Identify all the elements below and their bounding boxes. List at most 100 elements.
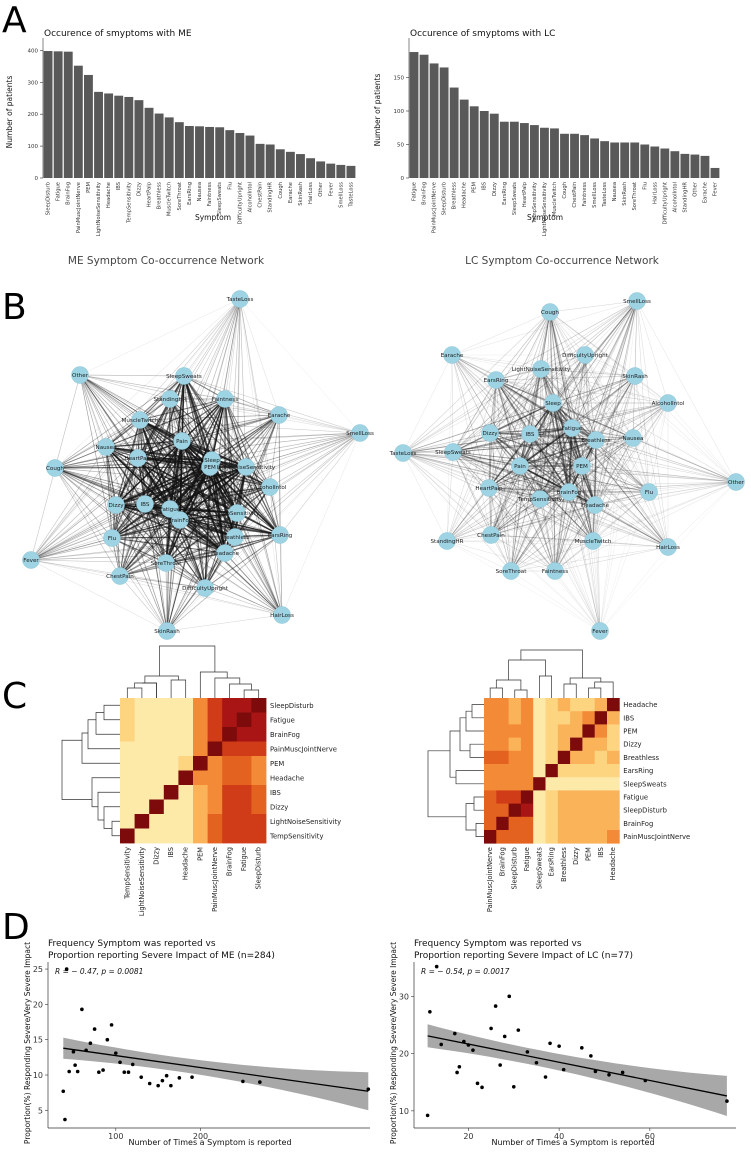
bar <box>650 146 660 178</box>
network-edge <box>278 414 283 616</box>
network-edge <box>204 432 361 589</box>
bar <box>296 154 305 178</box>
heatmap-cell <box>533 803 546 818</box>
network-edge <box>179 519 281 536</box>
x-tick-label: TasteLoss <box>348 182 354 208</box>
network-edge <box>519 465 650 493</box>
row-label: Fatigue <box>623 794 648 802</box>
network-edge <box>488 402 554 489</box>
dendrogram-branch <box>229 683 252 698</box>
data-point <box>580 1046 584 1050</box>
network-edge <box>634 375 737 483</box>
network-edge <box>539 427 573 500</box>
network-edge <box>30 559 168 632</box>
heatmap-cell <box>545 764 559 778</box>
network-edge <box>165 512 238 564</box>
confidence-band <box>427 1024 727 1116</box>
data-point <box>61 1089 66 1094</box>
bar <box>114 95 124 178</box>
dendrogram-branch <box>103 806 120 829</box>
heatmap-cell <box>178 698 194 713</box>
data-point <box>84 1048 88 1053</box>
x-tick-label: StandingHR <box>268 182 274 213</box>
network-edge <box>79 374 117 506</box>
network-edge <box>30 503 146 561</box>
data-point <box>147 1081 152 1086</box>
network-edge <box>209 298 241 468</box>
network-node <box>727 473 745 491</box>
network-edge <box>540 368 583 467</box>
heatmap-cell <box>207 785 223 800</box>
bar <box>225 130 235 178</box>
heatmap-cell <box>178 741 194 757</box>
network-edge <box>594 491 650 506</box>
heatmap-cell <box>484 750 497 765</box>
network-edge <box>79 374 139 459</box>
network-edge <box>634 375 650 493</box>
network-edge <box>488 300 638 489</box>
heatmap-cell <box>557 698 571 712</box>
network-edge <box>105 446 168 632</box>
network-edge <box>165 562 168 632</box>
row-label: PainMuscJointNerve <box>270 745 337 753</box>
network-node <box>22 551 40 569</box>
network-node-label: SkinRash <box>622 374 648 380</box>
network-lc: Cough SmellLoss Earache DifficultyUpright Li… <box>389 292 745 640</box>
network-edge <box>105 298 241 448</box>
network-node <box>231 290 249 308</box>
network-edge <box>648 402 669 493</box>
heatmap-cell <box>163 712 179 728</box>
network-edge <box>79 374 247 468</box>
data-point <box>177 1076 182 1080</box>
network-edge <box>446 439 597 542</box>
network-edge <box>451 354 490 489</box>
heatmap-cell <box>557 724 571 738</box>
network-edge <box>179 519 236 538</box>
heatmap-cell <box>120 828 135 844</box>
row-label: Dizzy <box>623 741 641 749</box>
network-node <box>591 622 609 640</box>
heatmap-cell <box>207 828 223 844</box>
network-node <box>531 490 549 508</box>
network-edge <box>115 466 211 506</box>
dendrogram-branch <box>449 730 460 778</box>
network-node-label: Cough <box>541 310 559 316</box>
network-edge <box>581 354 586 467</box>
network-edge <box>490 491 570 536</box>
network-edge <box>540 368 556 572</box>
heatmap-cell <box>508 790 522 804</box>
heatmap-cell <box>251 785 267 800</box>
network-edge <box>79 374 141 421</box>
x-tick-label: Faintness <box>582 182 588 207</box>
network-edge <box>402 375 636 454</box>
network-edge <box>495 379 669 404</box>
heatmap-cell <box>557 764 571 778</box>
network-edge <box>552 402 650 493</box>
y-tick-label: 15 <box>33 1036 43 1045</box>
network-edge <box>488 432 491 489</box>
bar <box>429 63 439 178</box>
dendrogram-branch <box>199 671 228 698</box>
network-edge <box>224 398 361 434</box>
heatmap-cell <box>149 741 165 757</box>
network-edge <box>490 368 542 536</box>
network-edge <box>648 481 737 493</box>
network-node-label: AlcoholIntol <box>254 485 287 491</box>
network-edge <box>495 379 541 500</box>
network-edge <box>54 298 241 469</box>
dendrogram-branch <box>243 689 260 698</box>
heatmap-cell <box>134 741 150 757</box>
heatmap-cell <box>149 712 165 728</box>
heatmap-cell <box>222 799 238 815</box>
network-edge <box>529 433 634 439</box>
network-edge <box>111 419 141 539</box>
network-edge <box>446 437 634 542</box>
network-edge <box>144 486 271 505</box>
network-edge <box>594 481 737 506</box>
heatmap-cell <box>520 737 534 752</box>
panel-label-d: D <box>2 907 30 948</box>
network-edge <box>549 311 597 441</box>
bar <box>124 96 134 178</box>
x-tick-label: 20 <box>463 1132 473 1141</box>
network-edge <box>451 354 491 434</box>
